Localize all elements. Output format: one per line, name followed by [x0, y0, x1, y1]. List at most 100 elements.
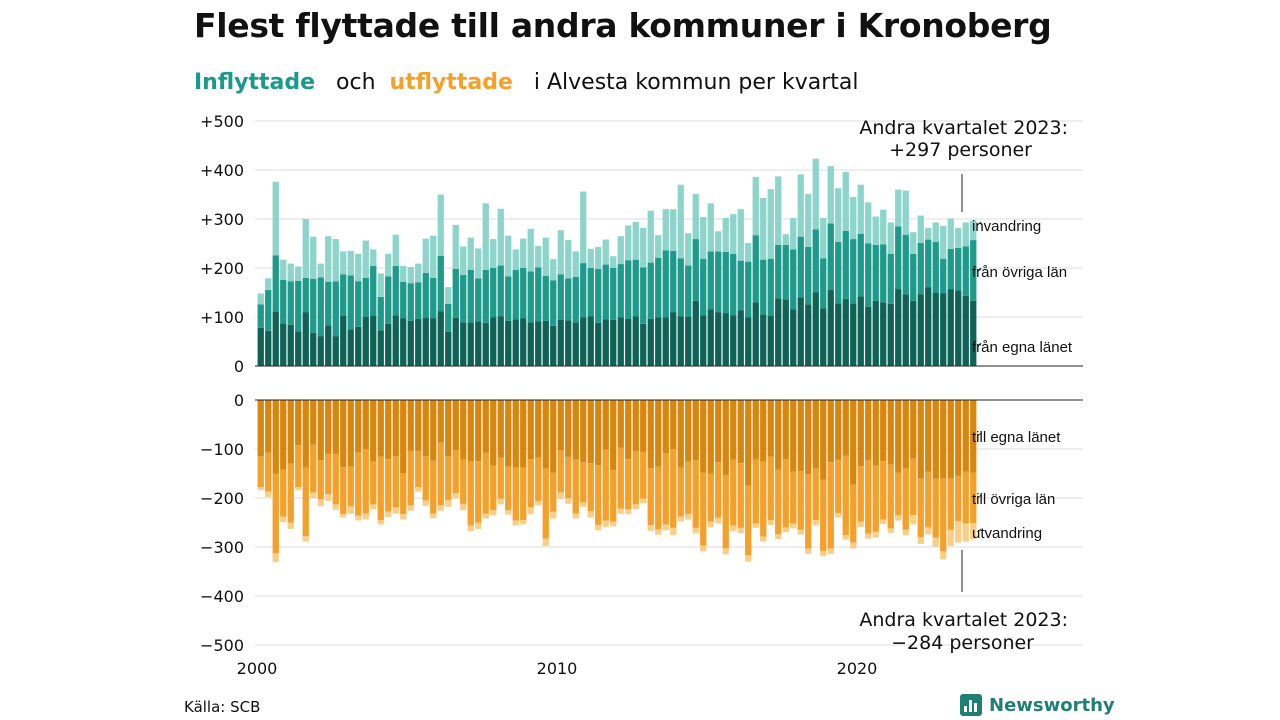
bar-out-2 — [490, 510, 497, 516]
series-label-till_ovriga: till övriga län — [972, 491, 1055, 508]
bar-out-1 — [265, 452, 272, 492]
bar-out-1 — [257, 456, 264, 488]
bar-in-2 — [797, 174, 804, 237]
bar-out-0 — [655, 400, 662, 467]
bar-out-1 — [760, 461, 767, 537]
bar-out-2 — [287, 522, 294, 529]
bar-out-2 — [715, 517, 722, 524]
bar-in-0 — [370, 316, 377, 366]
bar-in-1 — [880, 244, 887, 303]
bar-in-0 — [962, 295, 969, 366]
bar-out-2 — [887, 528, 894, 533]
bar-in-0 — [745, 317, 752, 366]
subtitle-och: och — [336, 70, 376, 95]
annotations: Andra kvartalet 2023: +297 personer Andr… — [859, 117, 1068, 654]
bar-out-2 — [385, 511, 392, 518]
bar-in-1 — [460, 274, 467, 323]
bar-out-2 — [347, 506, 354, 514]
bar-in-1 — [475, 278, 482, 322]
bar-in-2 — [655, 235, 662, 258]
bar-in-0 — [490, 317, 497, 366]
bar-in-2 — [565, 240, 572, 279]
y-tick-out: −200 — [200, 489, 244, 508]
bar-out-0 — [805, 400, 812, 474]
bar-in-1 — [452, 268, 459, 318]
bar-in-0 — [310, 332, 317, 366]
bar-out-2 — [760, 536, 767, 542]
bar-in-0 — [295, 331, 302, 366]
bar-out-0 — [482, 400, 489, 453]
bar-out-0 — [317, 400, 324, 461]
bar-in-1 — [910, 253, 917, 301]
bar-in-2 — [587, 248, 594, 268]
bar-in-2 — [782, 234, 789, 245]
bar-in-0 — [415, 318, 422, 366]
bar-out-2 — [265, 491, 272, 498]
bar-out-1 — [752, 459, 759, 524]
bar-out-2 — [865, 533, 872, 539]
bar-in-2 — [377, 273, 384, 297]
bar-in-2 — [332, 239, 339, 282]
bar-out-1 — [662, 453, 669, 525]
bar-out-1 — [460, 459, 467, 504]
bar-in-1 — [895, 226, 902, 290]
bar-in-0 — [692, 300, 699, 366]
bar-in-1 — [392, 266, 399, 316]
bar-in-1 — [677, 258, 684, 317]
bar-in-1 — [805, 246, 812, 305]
bar-out-1 — [415, 450, 422, 488]
bar-in-0 — [632, 316, 639, 366]
bar-out-2 — [655, 529, 662, 535]
bar-out-2 — [737, 527, 744, 534]
bar-in-2 — [835, 188, 842, 243]
bar-out-1 — [317, 460, 324, 499]
bar-in-2 — [617, 236, 624, 265]
bar-in-2 — [692, 194, 699, 240]
bar-out-1 — [377, 456, 384, 521]
bar-in-0 — [580, 317, 587, 366]
bar-in-1 — [925, 239, 932, 288]
bar-out-0 — [460, 400, 467, 460]
bar-in-2 — [895, 189, 902, 227]
bar-in-1 — [272, 255, 279, 312]
bar-out-1 — [505, 466, 512, 511]
bar-in-1 — [340, 274, 347, 317]
bar-in-0 — [325, 325, 332, 366]
bar-out-2 — [812, 520, 819, 526]
bar-out-2 — [595, 524, 602, 531]
bar-out-0 — [835, 400, 842, 460]
bar-in-0 — [550, 325, 557, 366]
bar-in-0 — [362, 317, 369, 366]
bar-out-2 — [962, 523, 969, 542]
bar-out-0 — [535, 400, 542, 458]
bar-out-2 — [325, 494, 332, 501]
bar-in-2 — [415, 263, 422, 283]
bar-in-0 — [265, 330, 272, 366]
bar-in-0 — [610, 319, 617, 366]
series-label-fran_ovriga: från övriga län — [972, 264, 1067, 281]
bar-out-2 — [460, 503, 467, 511]
bar-out-2 — [580, 502, 587, 507]
bar-out-2 — [355, 515, 362, 521]
bar-in-2 — [745, 243, 752, 262]
bar-out-2 — [497, 498, 504, 505]
bar-in-0 — [940, 293, 947, 366]
bar-in-0 — [842, 298, 849, 366]
bar-out-2 — [280, 516, 287, 523]
bar-in-1 — [640, 267, 647, 324]
bar-out-1 — [640, 451, 647, 499]
annotation-bottom-line1: Andra kvartalet 2023: — [859, 609, 1068, 631]
bar-out-1 — [835, 459, 842, 514]
bar-in-0 — [775, 298, 782, 366]
bar-out-2 — [430, 513, 437, 519]
bar-out-2 — [527, 507, 534, 515]
bar-out-1 — [925, 471, 932, 528]
bar-in-1 — [617, 264, 624, 318]
bar-in-1 — [625, 260, 632, 319]
bar-in-2 — [925, 227, 932, 240]
bar-out-2 — [955, 521, 962, 543]
bar-in-0 — [355, 326, 362, 366]
bar-in-0 — [655, 317, 662, 366]
bar-in-2 — [970, 220, 977, 241]
